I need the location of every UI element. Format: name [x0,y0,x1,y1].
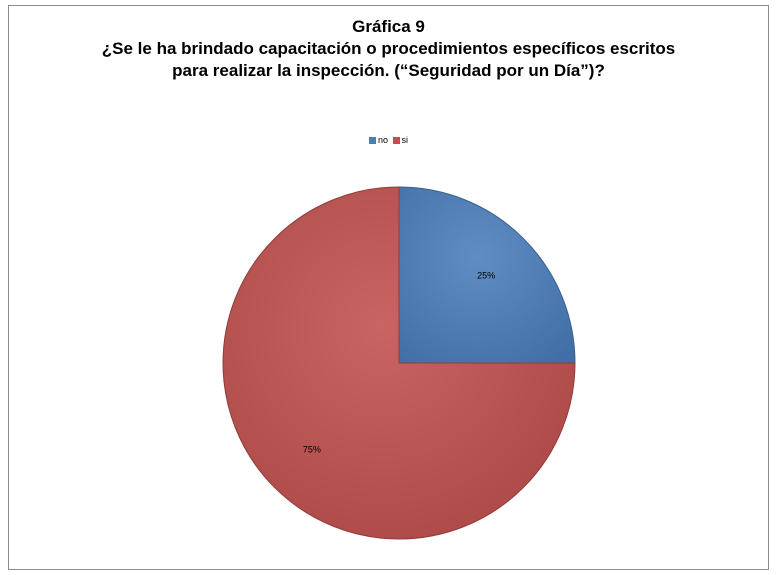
legend-label-no: no [377,135,388,145]
slice-label-si: 75% [303,444,321,454]
pie-slice-no [398,186,576,364]
chart-legend: no si [9,135,768,147]
slice-label-no: 25% [477,270,495,280]
legend-item-no: no [368,135,388,146]
legend-swatch-no [368,137,376,144]
chart-subtitle-line-1: ¿Se le ha brindado capacitación o proced… [101,39,676,58]
chart-title-block: Gráfica 9 ¿Se le ha brindado capacitació… [9,16,768,82]
legend-swatch-si [392,137,400,144]
pie-chart: 25% 75% [222,186,576,540]
chart-title: Gráfica 9 [352,17,425,36]
legend-label-si: si [401,135,409,145]
pie-slice-si [222,186,576,540]
chart-subtitle-line-2: para realizar la inspección. (“Seguridad… [172,61,605,80]
legend-item-si: si [392,135,409,146]
chart-frame: Gráfica 9 ¿Se le ha brindado capacitació… [8,5,769,570]
